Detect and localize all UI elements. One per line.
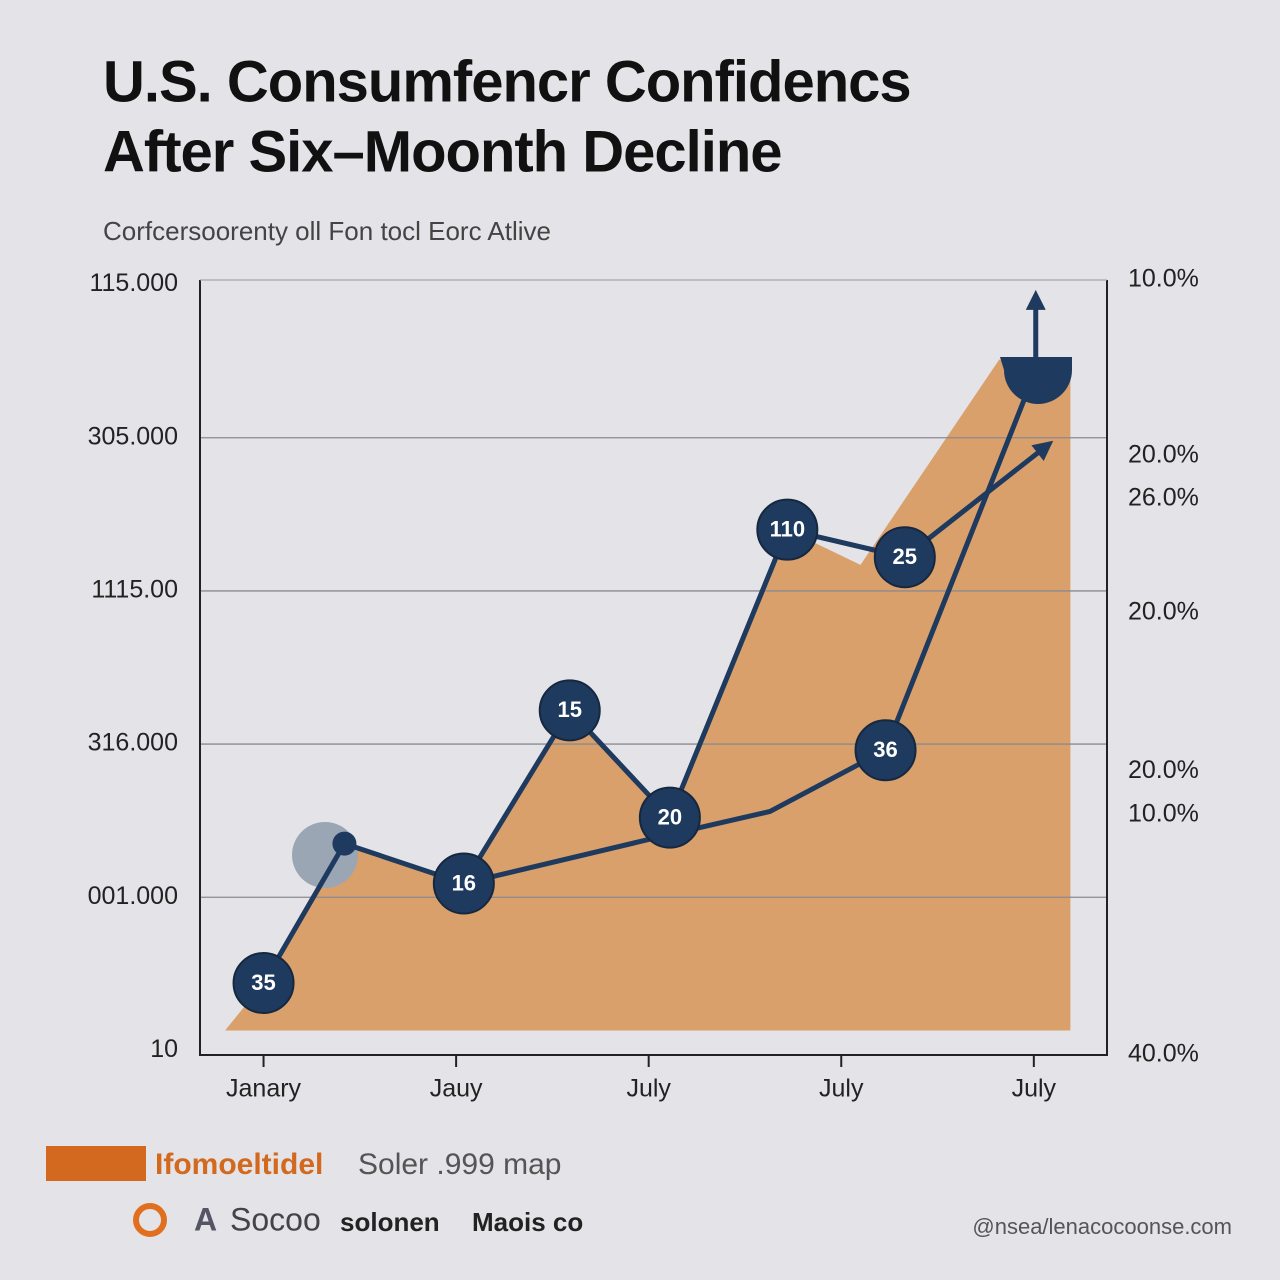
legend-label: Ifomoeltidel xyxy=(155,1148,323,1181)
area xyxy=(225,359,1071,1031)
point-label: 110 xyxy=(770,516,806,541)
legend-label: Maois co xyxy=(472,1207,583,1237)
chart-subtitle: Corfcersoorenty oll Fon tocl Eorc Atlive xyxy=(103,216,551,246)
line xyxy=(463,289,1046,886)
legend-icon xyxy=(133,1203,167,1237)
point-label: 20 xyxy=(658,804,682,829)
point xyxy=(232,952,295,1015)
point-label: 15 xyxy=(557,697,581,722)
y-tick-label: 001.000 xyxy=(88,882,178,910)
point xyxy=(332,831,357,856)
point-label: 35 xyxy=(251,970,275,995)
point-label: 25 xyxy=(893,544,917,569)
chart-title: U.S. Consumfencr Confidencs xyxy=(103,49,911,114)
y-tick-label: 10 xyxy=(150,1035,178,1063)
legend-label: Socoo xyxy=(230,1201,321,1237)
source: @nsea/lenacocoonse.com xyxy=(972,1214,1232,1239)
point xyxy=(854,719,917,782)
x-tick-label: July xyxy=(626,1075,671,1103)
y2-tick-label: 20.0% xyxy=(1128,756,1199,784)
cap xyxy=(1000,357,1072,404)
point xyxy=(873,526,936,589)
chart-title: After Six–Moonth Decline xyxy=(103,119,782,184)
y2-tick-label: 20.0% xyxy=(1128,597,1199,625)
point-label: 36 xyxy=(873,737,897,762)
y-tick-label: 1115.00 xyxy=(91,576,178,604)
point xyxy=(432,852,495,915)
x-tick-label: July xyxy=(819,1075,864,1103)
legend-swatch xyxy=(46,1146,146,1181)
y2-tick-label: 10.0% xyxy=(1128,265,1199,293)
point-label: 16 xyxy=(452,870,476,895)
y2-tick-label: 26.0% xyxy=(1128,483,1199,511)
y-tick-label: 115.000 xyxy=(89,269,178,297)
y-tick-label: 316.000 xyxy=(88,729,178,757)
y2-tick-label: 40.0% xyxy=(1128,1040,1199,1068)
plot-area: 10 001.000 316.000 1115.00 305.000 115.000 10.… xyxy=(88,265,1199,1103)
axis xyxy=(199,280,1108,1056)
x-tick-label: July xyxy=(1012,1075,1057,1103)
x-tick-label: Jauy xyxy=(430,1075,483,1103)
y2-tick-label: 10.0% xyxy=(1128,799,1199,827)
point xyxy=(756,498,819,561)
legend-label: solonen xyxy=(340,1207,440,1237)
y-tick-label: 305.000 xyxy=(88,422,178,450)
point xyxy=(638,786,701,849)
y2-tick-label: 20.0% xyxy=(1128,440,1199,468)
legend-icon-label: A xyxy=(194,1201,217,1237)
point xyxy=(538,679,601,742)
legend-label: Soler .999 map xyxy=(358,1148,561,1181)
x-tick-label: Janary xyxy=(226,1075,302,1103)
